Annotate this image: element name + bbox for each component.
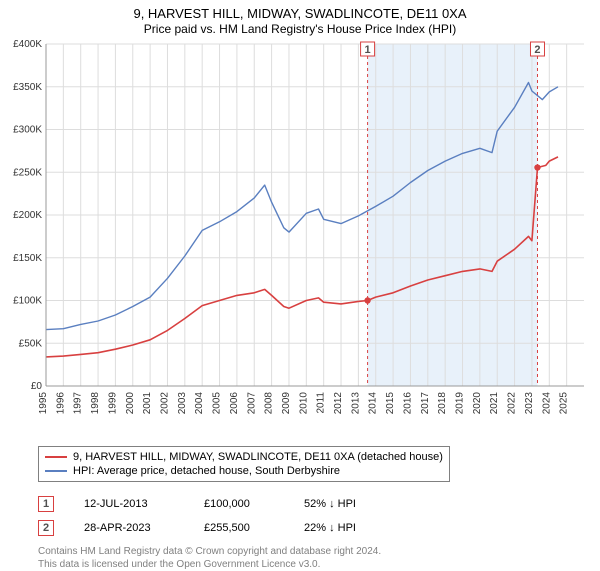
page-title: 9, HARVEST HILL, MIDWAY, SWADLINCOTE, DE… (8, 6, 592, 21)
svg-text:1995: 1995 (38, 392, 49, 415)
sale-date: 28-APR-2023 (84, 522, 174, 534)
sale-delta: 22% ↓ HPI (304, 522, 356, 534)
sale-point-row: 2 28-APR-2023 £255,500 22% ↓ HPI (38, 516, 592, 540)
legend-swatch (45, 470, 67, 472)
svg-text:2013: 2013 (350, 392, 361, 415)
svg-text:£250K: £250K (13, 167, 42, 178)
page-subtitle: Price paid vs. HM Land Registry's House … (8, 22, 592, 36)
svg-text:2010: 2010 (298, 392, 309, 415)
svg-text:2014: 2014 (368, 392, 379, 415)
svg-text:2024: 2024 (541, 392, 552, 415)
footer-line: Contains HM Land Registry data © Crown c… (38, 546, 592, 559)
svg-text:2003: 2003 (177, 392, 188, 415)
legend-row: HPI: Average price, detached house, Sout… (45, 464, 443, 478)
sale-points: 1 12-JUL-2013 £100,000 52% ↓ HPI 2 28-AP… (38, 492, 592, 540)
footer-line: This data is licensed under the Open Gov… (38, 559, 592, 571)
sale-price: £255,500 (204, 522, 274, 534)
svg-text:2006: 2006 (229, 392, 240, 415)
legend-label: 9, HARVEST HILL, MIDWAY, SWADLINCOTE, DE… (73, 451, 443, 463)
footer-attribution: Contains HM Land Registry data © Crown c… (38, 546, 592, 571)
svg-text:£300K: £300K (13, 125, 42, 136)
svg-text:£350K: £350K (13, 82, 42, 93)
svg-text:2009: 2009 (281, 392, 292, 415)
legend-label: HPI: Average price, detached house, Sout… (73, 465, 340, 477)
svg-text:£100K: £100K (13, 296, 42, 307)
svg-text:2023: 2023 (524, 392, 535, 415)
svg-text:1998: 1998 (90, 392, 101, 415)
svg-text:2004: 2004 (194, 392, 205, 415)
svg-text:1997: 1997 (73, 392, 84, 415)
legend-row: 9, HARVEST HILL, MIDWAY, SWADLINCOTE, DE… (45, 450, 443, 464)
svg-text:2022: 2022 (507, 392, 518, 415)
svg-text:£0: £0 (31, 381, 43, 392)
svg-text:2008: 2008 (264, 392, 275, 415)
svg-text:2007: 2007 (246, 392, 257, 415)
sale-price: £100,000 (204, 498, 274, 510)
sale-marker: 1 (38, 496, 54, 512)
svg-text:2018: 2018 (437, 392, 448, 415)
svg-text:2: 2 (534, 44, 540, 56)
svg-text:2015: 2015 (385, 392, 396, 415)
svg-text:2002: 2002 (159, 392, 170, 415)
sale-marker: 2 (38, 520, 54, 536)
svg-text:2021: 2021 (489, 392, 500, 415)
svg-text:2005: 2005 (212, 392, 223, 415)
svg-text:2017: 2017 (420, 392, 431, 415)
legend-swatch (45, 456, 67, 458)
price-chart: £0 £50K £100K £150K £200K £250K £300K £350K £400… (8, 40, 592, 440)
svg-text:1996: 1996 (55, 392, 66, 415)
sale-date: 12-JUL-2013 (84, 498, 174, 510)
svg-text:2012: 2012 (333, 392, 344, 415)
svg-text:2019: 2019 (455, 392, 466, 415)
svg-text:1999: 1999 (107, 392, 118, 415)
svg-text:2025: 2025 (559, 392, 570, 415)
svg-text:2020: 2020 (472, 392, 483, 415)
svg-text:2001: 2001 (142, 392, 153, 415)
svg-text:£50K: £50K (19, 338, 43, 349)
svg-text:1: 1 (365, 44, 371, 56)
sale-delta: 52% ↓ HPI (304, 498, 356, 510)
svg-text:£200K: £200K (13, 210, 42, 221)
svg-text:£400K: £400K (13, 40, 42, 50)
svg-text:2016: 2016 (402, 392, 413, 415)
chart-legend: 9, HARVEST HILL, MIDWAY, SWADLINCOTE, DE… (38, 446, 450, 482)
svg-text:2011: 2011 (316, 392, 327, 414)
svg-text:2000: 2000 (125, 392, 136, 415)
svg-text:£150K: £150K (13, 253, 42, 264)
sale-point-row: 1 12-JUL-2013 £100,000 52% ↓ HPI (38, 492, 592, 516)
